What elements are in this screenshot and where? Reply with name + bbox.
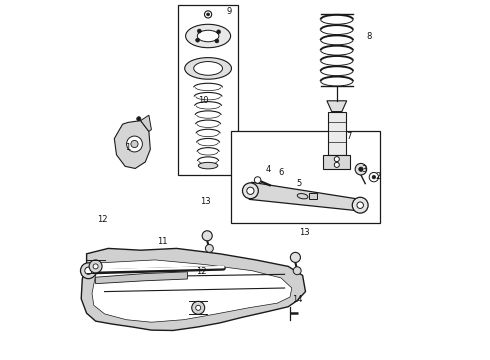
Bar [309, 193, 317, 199]
Circle shape [352, 197, 368, 213]
Circle shape [334, 157, 339, 162]
Polygon shape [96, 272, 187, 284]
Ellipse shape [297, 194, 308, 199]
Ellipse shape [186, 24, 231, 48]
Text: 5: 5 [296, 179, 302, 188]
Polygon shape [81, 248, 305, 330]
Circle shape [192, 301, 205, 314]
Polygon shape [92, 260, 292, 322]
Bar [323, 155, 350, 169]
Text: 10: 10 [198, 96, 209, 105]
Text: 9: 9 [226, 7, 231, 16]
Circle shape [243, 183, 258, 199]
Circle shape [247, 187, 254, 194]
Ellipse shape [185, 58, 231, 79]
Circle shape [291, 252, 300, 262]
Circle shape [80, 263, 97, 279]
Circle shape [334, 162, 339, 167]
Polygon shape [141, 115, 151, 131]
Circle shape [372, 175, 376, 179]
Circle shape [204, 11, 212, 18]
Bar [178, 5, 238, 175]
Circle shape [197, 29, 201, 33]
Text: 13: 13 [200, 197, 211, 206]
Ellipse shape [198, 162, 218, 169]
Text: 14: 14 [292, 295, 302, 304]
Text: 6: 6 [278, 168, 284, 177]
Text: 1: 1 [125, 143, 131, 152]
Bar [231, 131, 380, 223]
Circle shape [359, 167, 363, 171]
Circle shape [215, 39, 219, 43]
Polygon shape [114, 121, 150, 168]
Circle shape [93, 264, 98, 269]
Text: 3: 3 [361, 165, 367, 174]
Bar [328, 112, 346, 155]
Text: 12: 12 [196, 267, 207, 276]
Ellipse shape [194, 62, 222, 75]
Circle shape [196, 38, 199, 42]
Circle shape [293, 267, 301, 275]
Polygon shape [327, 101, 347, 112]
Circle shape [126, 136, 143, 152]
Text: 8: 8 [367, 32, 372, 41]
Text: 4: 4 [266, 165, 271, 174]
Circle shape [355, 163, 367, 175]
Circle shape [357, 202, 364, 208]
Ellipse shape [197, 30, 219, 42]
Circle shape [205, 244, 213, 252]
Text: 2: 2 [375, 172, 381, 181]
Text: 11: 11 [157, 237, 168, 246]
Text: 7: 7 [347, 132, 352, 141]
Text: 13: 13 [299, 228, 310, 237]
Circle shape [85, 267, 92, 274]
Text: 12: 12 [98, 215, 108, 224]
Polygon shape [249, 182, 361, 211]
Circle shape [207, 13, 210, 16]
Circle shape [254, 177, 261, 183]
Circle shape [369, 172, 379, 182]
Circle shape [89, 260, 102, 273]
Circle shape [131, 140, 138, 148]
Circle shape [217, 30, 221, 34]
Circle shape [137, 117, 141, 121]
Circle shape [196, 305, 201, 310]
Circle shape [202, 231, 212, 241]
